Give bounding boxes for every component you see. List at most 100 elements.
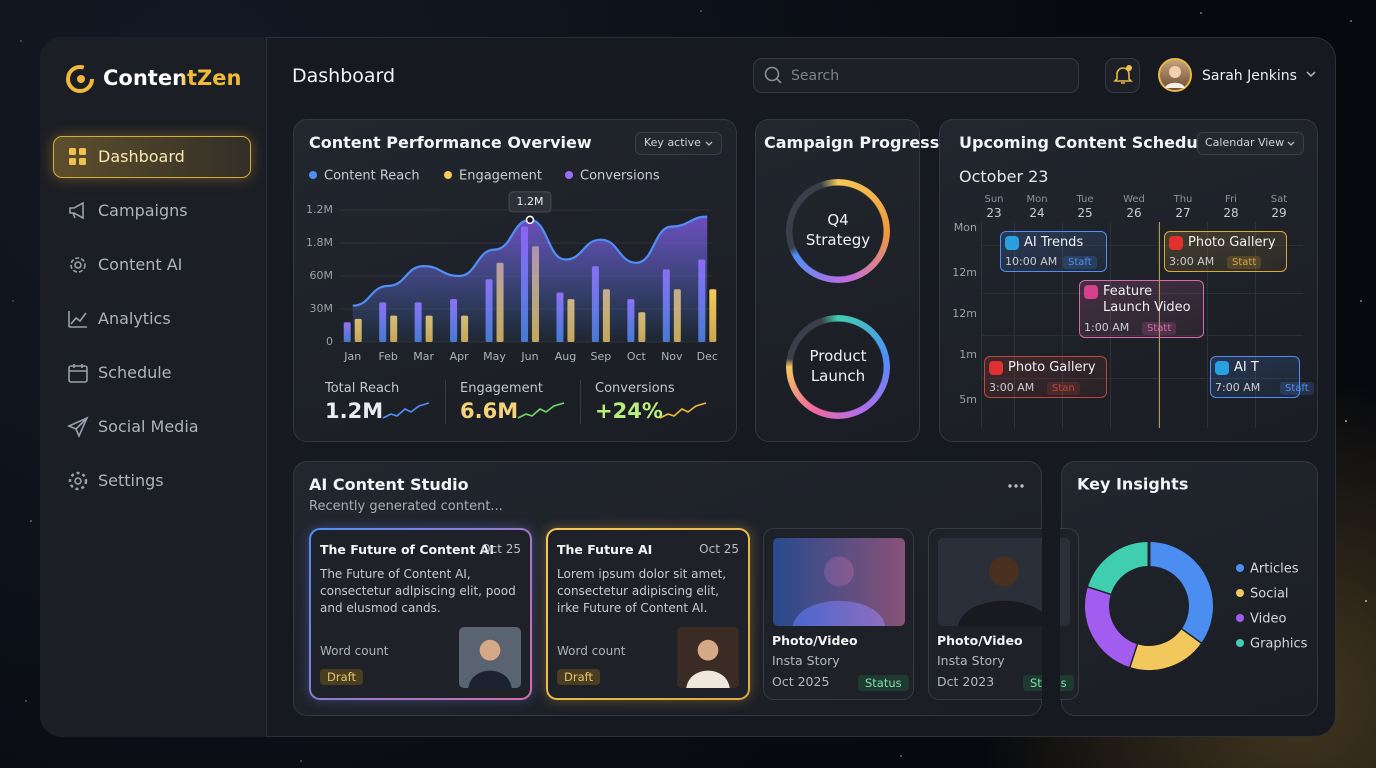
icon-part (705, 141, 713, 146)
nav-label[interactable]: Schedule (98, 362, 172, 382)
icon-part (479, 639, 501, 661)
nav-icon (69, 201, 84, 220)
row-label: Mon (953, 220, 977, 234)
icon-part (1008, 484, 1012, 488)
icon-part (67, 416, 89, 438)
nav-item[interactable] (53, 136, 251, 178)
stat-value: +24% (595, 399, 663, 424)
day-date: 27 (1175, 206, 1191, 221)
icon-part (69, 364, 87, 372)
event[interactable] (984, 356, 1107, 398)
icon-part (697, 639, 719, 661)
event-icon (1169, 236, 1183, 250)
icon-part (66, 65, 94, 93)
media-type: Photo/Video (772, 632, 858, 648)
icon (1306, 71, 1316, 78)
search-box[interactable] (753, 58, 1079, 93)
sparkline (517, 402, 565, 419)
day-date: 29 (1271, 206, 1287, 221)
card-photo (677, 627, 739, 688)
nav-label[interactable]: Settings (98, 470, 164, 490)
user-name[interactable]: Sarah Jenkins (1202, 67, 1297, 84)
stars (0, 0, 2, 2)
progress-ring (786, 315, 890, 419)
icon-part (1165, 82, 1185, 88)
event[interactable] (1164, 231, 1287, 272)
day-name: Tue (1076, 193, 1094, 205)
status-badge: Draft (320, 668, 363, 686)
icon-part (659, 402, 707, 419)
logo (66, 65, 94, 93)
icon-part (79, 158, 86, 165)
grid-left (981, 222, 982, 428)
card-title: The Future AI (557, 541, 653, 557)
icon-part (74, 261, 82, 269)
filter-label[interactable]: Key active (644, 136, 701, 150)
media-date: Dct 2023 (937, 673, 995, 689)
status-badge: Draft (557, 668, 600, 686)
event-time: 10:00 AM (1005, 254, 1058, 268)
stat-label: Total Reach (325, 380, 400, 396)
icon-part (957, 600, 1051, 626)
grid-h (981, 335, 1303, 336)
view-button[interactable] (1197, 132, 1304, 155)
stat-divider (580, 380, 581, 424)
icon-part (468, 670, 512, 688)
icon-part (68, 471, 88, 491)
card-body: Lorem ipsum dolor sit amet, consectetur … (557, 567, 727, 616)
sidebar (40, 37, 267, 737)
icon-part (686, 670, 730, 688)
card-title: The Future of Content AI (320, 541, 494, 557)
row-label: 1m (959, 347, 977, 361)
icon-part (79, 148, 86, 155)
event-title: Feature Launch Video (1103, 283, 1191, 316)
nav-icon (69, 148, 86, 165)
row-label: 5m (959, 392, 977, 406)
nav-label[interactable]: Analytics (98, 308, 171, 328)
now-line (1159, 222, 1160, 428)
icon-part (70, 257, 86, 273)
day-date: 25 (1077, 206, 1093, 221)
nav-label[interactable]: Content AI (98, 254, 183, 274)
icon-part (69, 201, 84, 220)
icon-part (77, 75, 85, 83)
view-label[interactable]: Calendar View (1205, 136, 1285, 150)
icon-part (1306, 71, 1316, 78)
stat-label: Conversions (595, 380, 675, 396)
event-icon (989, 361, 1003, 375)
icon (1113, 65, 1133, 84)
bell-button[interactable] (1105, 58, 1140, 93)
filter-button[interactable] (635, 132, 722, 155)
icon-part (69, 158, 76, 165)
icon-part (1287, 141, 1295, 146)
nav-label[interactable]: Social Media (98, 416, 199, 436)
event-title: AI Trends (1024, 234, 1084, 250)
grid-v (1062, 222, 1063, 428)
event-title: Photo Gallery (1008, 359, 1096, 375)
nav-icon (68, 311, 87, 328)
day-date: 23 (986, 206, 1002, 221)
page-title: Dashboard (292, 64, 396, 87)
icon-part (776, 78, 782, 84)
search-placeholder[interactable]: Search (791, 67, 840, 84)
stat-divider (445, 380, 446, 424)
grid-v (1014, 222, 1015, 428)
row-label: 12m (952, 265, 977, 279)
nav-label[interactable]: Dashboard (98, 146, 185, 166)
grid-v (1158, 222, 1159, 428)
day-name: Sun (984, 193, 1004, 205)
event[interactable] (1079, 280, 1204, 338)
stat-label: Engagement (460, 380, 543, 396)
media-sub: Insta Story (772, 652, 840, 668)
icon (705, 141, 713, 146)
nav-icon (68, 364, 88, 383)
grid-h (981, 378, 1303, 379)
icon-part (1113, 67, 1133, 84)
icon-part (68, 311, 87, 328)
brand: ContentZen (103, 65, 241, 92)
media-sub: Insta Story (937, 652, 1005, 668)
chart-title: Content Performance Overview (309, 132, 592, 152)
nav-label[interactable]: Campaigns (98, 200, 188, 220)
event-status: Statt (1227, 255, 1262, 269)
